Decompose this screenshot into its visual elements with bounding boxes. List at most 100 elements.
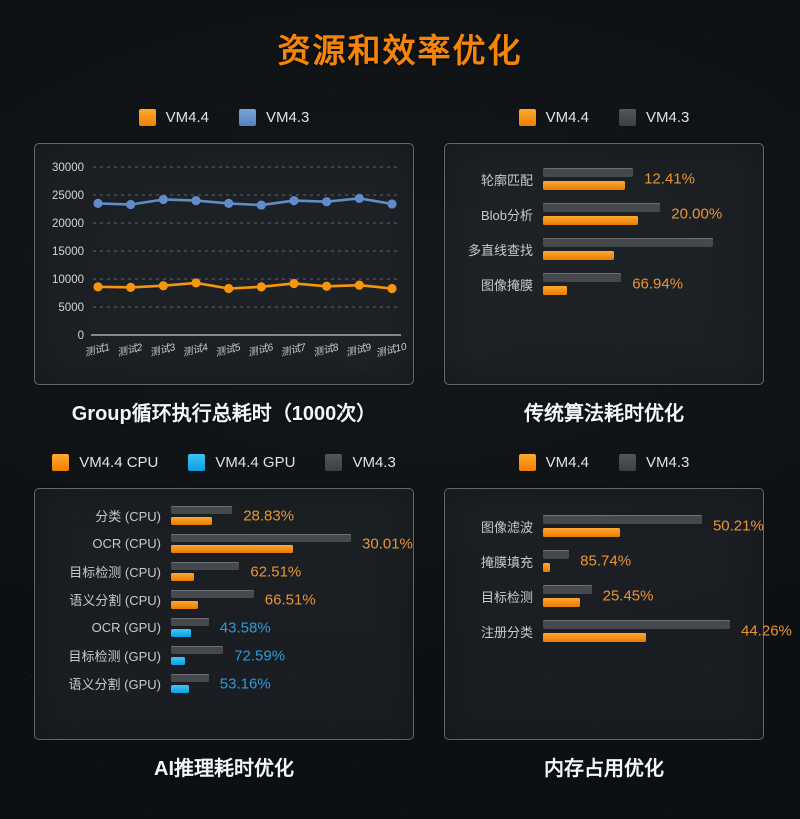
bar-row-图像掩膜: 图像掩膜 66.94% bbox=[463, 273, 763, 295]
bar-pair: 43.58% bbox=[171, 618, 351, 637]
y-tick-label: 5000 bbox=[58, 302, 84, 314]
bar-pair: 53.16% bbox=[171, 674, 351, 693]
x-tick-label: 测试9 bbox=[345, 341, 373, 359]
legend-item-vm4.3: VM4.3 bbox=[239, 108, 310, 126]
bar-pair: 50.21% bbox=[543, 515, 764, 537]
bar-row-Blob分析: Blob分析 20.00% bbox=[463, 203, 763, 225]
vm44-bar bbox=[543, 286, 567, 295]
bar-chart-algo: 轮廓匹配 12.41% Blob分析 20.00% 多直线查找 图像掩膜 66.94% bbox=[445, 144, 763, 295]
vm43-bar bbox=[543, 203, 661, 212]
improvement-percent-label: 30.01% bbox=[362, 535, 413, 552]
legend-item-vm4.4: VM4.4 bbox=[138, 108, 209, 126]
legend-label: VM4.4 bbox=[545, 453, 589, 471]
page-title: 资源和效率优化 bbox=[277, 32, 523, 69]
gray-legend-swatch-icon bbox=[619, 108, 636, 126]
chart-caption-ai: AI推理耗时优化 bbox=[154, 758, 294, 780]
bar-row-label: OCR (CPU) bbox=[92, 536, 161, 551]
bar-row-语义分割 (CPU): 语义分割 (CPU) 66.51% bbox=[53, 590, 413, 609]
data-point-VM4.4-测试9 bbox=[354, 280, 364, 290]
vm43-bar bbox=[171, 646, 224, 654]
orange-legend-swatch-icon bbox=[518, 453, 536, 471]
bar-row-label: 掩膜填充 bbox=[480, 554, 533, 570]
bar-row-语义分割 (GPU): 语义分割 (GPU) 53.16% bbox=[53, 674, 413, 693]
improvement-percent-label: 50.21% bbox=[712, 517, 764, 535]
bar-row-多直线查找: 多直线查找 bbox=[463, 238, 763, 260]
improvement-percent-label: 53.16% bbox=[219, 675, 271, 692]
bar-pair: 62.51% bbox=[171, 562, 351, 581]
data-point-VM4.4-测试4 bbox=[191, 278, 201, 288]
vm44-bar bbox=[543, 528, 620, 537]
vm43-bar bbox=[543, 620, 730, 629]
vm43-bar bbox=[171, 506, 233, 514]
data-point-VM4.3-测试5 bbox=[224, 198, 234, 208]
legend-item-vm4.4: VM4.4 bbox=[518, 108, 589, 126]
y-tick-label: 20000 bbox=[52, 218, 84, 230]
y-tick-label: 30000 bbox=[52, 162, 84, 174]
x-tick-label: 测试3 bbox=[149, 341, 177, 359]
chart-section-loop-total-time: VM4.4 VM4.3 0 5000 10000 15000 20000 25000 3000… bbox=[34, 82, 414, 427]
vm43-bar bbox=[543, 238, 713, 247]
vm43-bar bbox=[171, 590, 254, 598]
vm44-bar bbox=[171, 545, 294, 553]
x-tick-label: 测试8 bbox=[312, 341, 340, 359]
chart-panel-loop: 0 5000 10000 15000 20000 25000 30000 测试1 测试2 测试3 测… bbox=[34, 143, 414, 385]
legend-item-vm4.4-gpu: VM4.4 GPU bbox=[188, 453, 295, 471]
bar-row-label: 语义分割 (GPU) bbox=[68, 677, 161, 692]
vm44-bar bbox=[171, 629, 191, 637]
legend-item-vm4.3: VM4.3 bbox=[325, 453, 396, 471]
bar-pair: 72.59% bbox=[171, 646, 351, 665]
bar-pair: 66.94% bbox=[543, 273, 713, 295]
data-point-VM4.4-测试10 bbox=[387, 283, 397, 294]
bar-row-label: 目标检测 bbox=[480, 589, 533, 605]
bar-pair: 12.41% bbox=[543, 168, 713, 190]
bar-row-注册分类: 注册分类 44.26% bbox=[463, 620, 792, 642]
bar-row-图像滤波: 图像滤波 50.21% bbox=[463, 515, 764, 537]
legend-item-vm4.4: VM4.4 bbox=[518, 453, 589, 471]
orange-legend-swatch-icon bbox=[518, 108, 536, 126]
data-point-VM4.4-测试1 bbox=[93, 282, 103, 292]
chart-caption-mem: 内存占用优化 bbox=[544, 758, 664, 780]
data-point-VM4.3-测试4 bbox=[191, 196, 201, 206]
data-point-VM4.3-测试9 bbox=[354, 193, 364, 203]
vm43-bar bbox=[171, 562, 240, 570]
improvement-percent-label: 12.41% bbox=[644, 170, 695, 188]
x-tick-label: 测试10 bbox=[375, 340, 409, 359]
vm44-bar bbox=[171, 601, 198, 609]
data-point-VM4.3-测试2 bbox=[126, 199, 136, 210]
blue-legend-swatch-icon bbox=[239, 108, 256, 126]
bar-row-label: OCR (GPU) bbox=[91, 620, 161, 635]
bar-pair: 25.45% bbox=[543, 585, 730, 607]
bar-pair bbox=[543, 238, 713, 260]
vm44-bar bbox=[171, 517, 213, 525]
bar-pair: 20.00% bbox=[543, 203, 722, 225]
vm44-bar bbox=[543, 633, 646, 642]
vm44-bar bbox=[543, 216, 639, 225]
bar-row-label: 分类 (CPU) bbox=[95, 509, 161, 524]
data-point-VM4.3-测试8 bbox=[322, 197, 332, 207]
bar-row-label: 目标检测 (CPU) bbox=[69, 565, 161, 580]
line-series-VM4.3 bbox=[96, 197, 394, 207]
bar-row-目标检测: 目标检测 25.45% bbox=[463, 585, 763, 607]
improvement-percent-label: 66.94% bbox=[632, 275, 684, 293]
vm44-bar bbox=[543, 563, 551, 572]
data-point-VM4.4-测试8 bbox=[322, 281, 332, 291]
legend-item-vm4.3: VM4.3 bbox=[619, 108, 689, 126]
gray-legend-swatch-icon bbox=[325, 453, 343, 471]
bar-chart-mem: 图像滤波 50.21% 掩膜填充 85.74% 目标检测 25.45% 注册分类 44.26% bbox=[445, 489, 792, 642]
bar-pair: 28.83% bbox=[171, 506, 351, 525]
improvement-percent-label: 85.74% bbox=[580, 552, 632, 570]
legend-item-vm4.4-cpu: VM4.4 CPU bbox=[52, 453, 158, 471]
bar-row-目标检测 (GPU): 目标检测 (GPU) 72.59% bbox=[53, 646, 413, 665]
bar-row-label: 语义分割 (CPU) bbox=[69, 593, 161, 608]
bar-row-目标检测 (CPU): 目标检测 (CPU) 62.51% bbox=[53, 562, 413, 581]
bar-chart-ai: 分类 (CPU) 28.83% OCR (CPU) 30.01% 目标检测 (CPU) 6… bbox=[35, 489, 413, 693]
x-tick-label: 测试1 bbox=[83, 341, 111, 359]
improvement-percent-label: 72.59% bbox=[234, 647, 286, 664]
orange-legend-swatch-icon bbox=[52, 453, 70, 471]
vm43-bar bbox=[171, 534, 351, 542]
legend-label: VM4.4 bbox=[545, 108, 589, 126]
improvement-percent-label: 43.58% bbox=[219, 619, 271, 636]
charts-grid: VM4.4 VM4.3 0 5000 10000 15000 20000 25000 3000… bbox=[0, 82, 800, 782]
legend-label: VM4.3 bbox=[266, 108, 310, 126]
